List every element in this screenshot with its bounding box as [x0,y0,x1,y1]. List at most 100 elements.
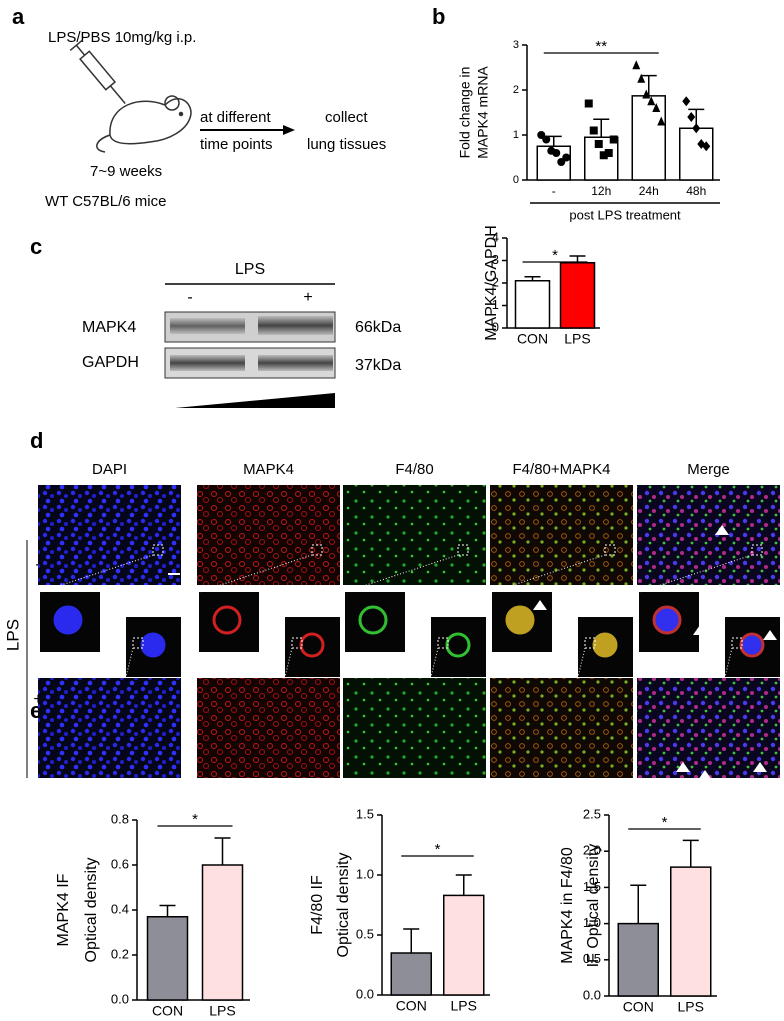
arrowhead [698,770,712,780]
data-point [657,116,666,126]
inset [345,592,405,652]
inset [431,617,486,677]
bar [146,916,189,1001]
blot-band [258,355,333,371]
y-tick-label: 0.0 [583,987,601,1002]
x-tick-label: 24h [639,184,659,198]
x-tick-label: CON [152,1003,183,1019]
panel-label: d [30,428,43,453]
cell [140,632,166,658]
lane-label: - [187,289,192,306]
mouse [96,95,192,153]
y-tick-label: 1.0 [583,915,601,930]
error-bar [524,275,541,281]
y-tick-label: 0 [513,174,519,186]
syringe [69,39,126,104]
protein-name: MAPK4 [82,319,136,336]
channel-label: F4/80 [395,461,433,478]
zoom-line [577,647,586,678]
micrograph [197,678,340,778]
blot-band [258,316,333,335]
y-tick-label: 1 [492,297,499,312]
data-point [682,96,691,107]
row-label: LPS [3,619,22,651]
data-point [552,149,561,157]
data-point [594,140,603,148]
bar [670,866,712,997]
y-tick-label: 2 [492,274,499,289]
significance-label: * [662,814,668,831]
zoom-line [491,554,606,593]
y-tick-label: 0 [492,319,499,334]
bar [559,262,596,329]
roi [291,637,303,649]
y-tick-label: 2.0 [583,843,601,858]
inset [285,617,340,677]
x-tick-label: 12h [591,184,611,198]
x-tick-label: LPS [678,999,704,1015]
y-axis-label: Optical density [335,853,352,958]
roi [604,544,616,556]
zoom-line [430,647,439,678]
arrowhead [676,762,690,772]
channel-label: DAPI [92,461,127,478]
arrowhead [763,630,777,640]
error-bar [455,874,472,896]
blot-band [170,318,245,334]
protein-size: 66kDa [355,319,401,336]
data-point [609,135,618,144]
y-axis-label: Fold change in [457,67,473,159]
y-tick-label: 2 [513,84,519,96]
y-tick-label: 1 [513,129,519,141]
zoom-line [344,554,459,593]
y-tick-label: 1.5 [356,806,374,821]
cell [212,605,242,635]
zoom-line [284,647,293,678]
bar [443,894,485,996]
channel-label: F4/80+MAPK4 [513,461,611,478]
y-axis-label: Optical density [83,858,100,963]
age-text: 7~9 weeks [90,163,162,180]
y-axis-label: MAPK4 mRNA [475,66,491,159]
roi [437,637,449,649]
micrograph [490,485,633,585]
micrograph [38,485,181,585]
micrograph [197,485,340,585]
error-bar [403,928,420,953]
result-text: lung tissues [307,136,386,153]
x-tick-label: LPS [451,998,477,1014]
arrowhead [715,525,729,535]
zoom-line [638,554,753,593]
zoom-line [724,647,733,678]
y-tick-label: 2.5 [583,806,601,821]
micrograph [343,678,486,778]
dose-wedge [175,393,335,408]
x-tick-label: LPS [209,1003,235,1019]
panel-label: b [432,4,445,29]
strain-text: WT C57BL/6 mice [45,193,166,210]
channel-label: Merge [687,461,730,478]
y-axis-label: MAPK4 IF [55,873,72,946]
y-tick-label: 4 [492,229,499,244]
bar [514,280,551,329]
inset [199,592,259,652]
roi [457,544,469,556]
x-tick-label: CON [623,999,654,1015]
y-tick-label: 0.5 [583,951,601,966]
error-bar [682,839,699,868]
data-point [599,151,608,160]
data-point [604,149,613,157]
y-tick-label: 0.0 [356,986,374,1001]
data-point [642,89,651,99]
arrowhead [693,625,707,635]
x-axis-label: post LPS treatment [569,207,681,222]
data-point [647,96,656,106]
data-point [652,103,661,112]
roi [132,637,144,649]
injection-text: LPS/PBS 10mg/kg i.p. [48,29,196,46]
arrowhead [753,762,767,772]
bar [201,864,244,1001]
significance-label: * [552,247,558,264]
cell [358,605,388,635]
